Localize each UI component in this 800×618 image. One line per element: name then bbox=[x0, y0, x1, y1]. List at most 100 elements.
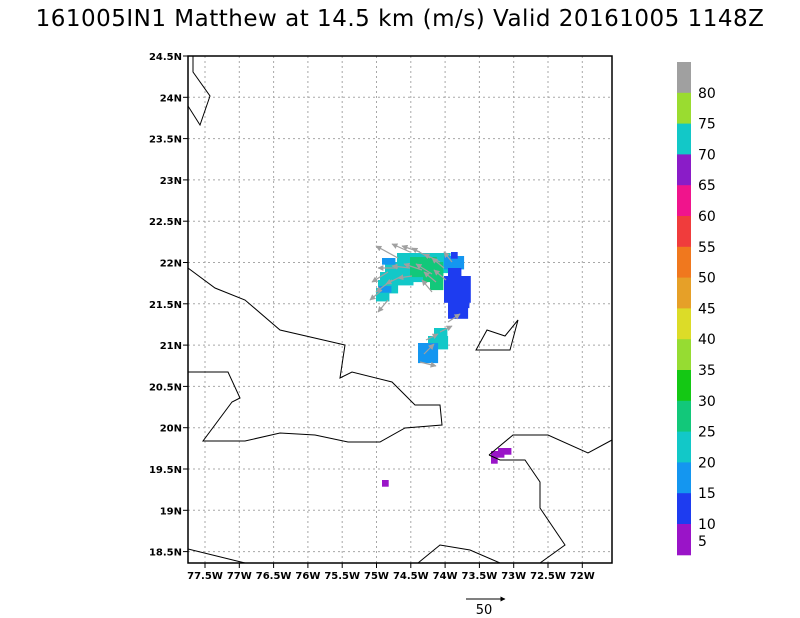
wind-vector bbox=[391, 243, 411, 253]
wind-vector bbox=[371, 271, 389, 283]
colorbar-label: 10 bbox=[698, 517, 716, 533]
coastlines bbox=[188, 56, 612, 563]
map-grid bbox=[188, 56, 612, 563]
page-title: 161005IN1 Matthew at 14.5 km (m/s) Valid… bbox=[35, 6, 765, 32]
coastline-hispaniola-south bbox=[488, 454, 566, 563]
colorbar-swatch bbox=[677, 92, 691, 125]
coastline-cuba bbox=[188, 267, 443, 443]
colorbar-label: 40 bbox=[698, 332, 716, 348]
map-frame bbox=[187, 55, 613, 564]
colorbar-swatch bbox=[677, 524, 691, 556]
lat-tick-label: 21.5N bbox=[149, 300, 182, 311]
lon-tick-label: 75.5W bbox=[324, 571, 360, 582]
colorbar-swatch bbox=[677, 493, 691, 525]
colorbar-swatch bbox=[677, 308, 691, 340]
wind-vector bbox=[423, 343, 435, 355]
wind-speed-field bbox=[376, 252, 512, 487]
lon-tick-label: 77.5W bbox=[187, 571, 223, 582]
wind-vector bbox=[397, 274, 413, 281]
lat-tick-label: 22.5N bbox=[149, 217, 182, 228]
lat-tick-label: 20.5N bbox=[149, 382, 182, 393]
wind-vector bbox=[375, 245, 399, 259]
colorbar-swatch bbox=[677, 185, 691, 217]
lon-tick-label: 76.5W bbox=[256, 571, 292, 582]
wind-vector bbox=[419, 361, 437, 368]
colorbar-label: 80 bbox=[698, 86, 716, 102]
lon-tick-label: 72.5W bbox=[530, 571, 566, 582]
colorbar-swatch bbox=[677, 277, 691, 309]
lon-tick-label: 76W bbox=[295, 571, 320, 582]
wind-cell bbox=[498, 448, 512, 455]
colorbar-label: 70 bbox=[698, 147, 716, 163]
lat-tick-label: 20N bbox=[160, 424, 182, 435]
lat-tick-label: 24N bbox=[160, 93, 182, 104]
wind-vector bbox=[377, 299, 389, 313]
coastline-jamaica-haiti-south bbox=[417, 544, 501, 563]
colorbar-swatch bbox=[677, 62, 691, 94]
wind-cell bbox=[444, 256, 465, 270]
colorbar-swatch bbox=[677, 123, 691, 155]
lat-tick-label: 22N bbox=[160, 259, 182, 270]
wind-vector bbox=[439, 325, 453, 333]
colorbar-label: 60 bbox=[698, 209, 716, 225]
colorbar-swatch bbox=[677, 400, 691, 433]
colorbar-label: 35 bbox=[698, 363, 716, 379]
wind-cell bbox=[451, 252, 458, 259]
coastline-inagua bbox=[475, 319, 519, 351]
colorbar-swatch bbox=[677, 154, 691, 186]
lat-tick-label: 21N bbox=[160, 341, 182, 352]
coastline-hispaniola bbox=[488, 434, 612, 456]
colorbar-label: 5 bbox=[698, 534, 707, 550]
lat-tick-label: 18.5N bbox=[149, 548, 182, 559]
reference-vector: 50 bbox=[466, 596, 506, 618]
colorbar-label: 20 bbox=[698, 455, 716, 471]
lon-tick-label: 73W bbox=[501, 571, 526, 582]
coastline-southwest bbox=[188, 548, 246, 563]
colorbar-swatch bbox=[677, 339, 691, 371]
wind-cell bbox=[491, 451, 505, 458]
lon-tick-label: 74.5W bbox=[393, 571, 429, 582]
lat-tick-label: 23.5N bbox=[149, 135, 182, 146]
wind-vector bbox=[431, 257, 445, 269]
lon-tick-label: 74W bbox=[433, 571, 458, 582]
colorbar-swatch bbox=[677, 216, 691, 248]
colorbar-label: 25 bbox=[698, 425, 716, 441]
colorbar-swatch bbox=[677, 431, 691, 463]
colorbar-label: 75 bbox=[698, 117, 716, 133]
colorbar-swatch bbox=[677, 462, 691, 494]
lat-tick-label: 23N bbox=[160, 176, 182, 187]
colorbar-label: 45 bbox=[698, 301, 716, 317]
wind-vector bbox=[425, 333, 439, 341]
lon-tick-label: 75W bbox=[364, 571, 389, 582]
colorbar-label: 15 bbox=[698, 486, 716, 502]
wind-cell bbox=[382, 258, 396, 265]
lon-tick-label: 77W bbox=[227, 571, 252, 582]
wind-vector bbox=[443, 251, 453, 263]
wind-vector bbox=[447, 313, 461, 323]
wind-cell bbox=[378, 286, 392, 293]
lat-tick-label: 19N bbox=[160, 506, 182, 517]
coastline-northwest-island bbox=[188, 56, 211, 127]
colorbar: 80 75 70 65 60 55 50 45 40 35 30 25 20 15 105 bbox=[677, 62, 716, 556]
lat-tick-label: 24.5N bbox=[149, 52, 182, 63]
lon-tick-label: 72W bbox=[570, 571, 595, 582]
reference-vector-label: 50 bbox=[476, 603, 493, 618]
wind-vector bbox=[423, 271, 437, 283]
wind-vector bbox=[433, 269, 447, 281]
lat-tick-label: 19.5N bbox=[149, 465, 182, 476]
colorbar-label: 50 bbox=[698, 271, 716, 287]
longitude-axis: 77.5W 77W 76.5W 76W 75.5W 75W 74.5W 74W 73.5W 73W… bbox=[187, 563, 595, 582]
colorbar-label: 30 bbox=[698, 394, 716, 410]
wind-cell bbox=[448, 292, 469, 319]
colorbar-swatch bbox=[677, 246, 691, 279]
wind-cell bbox=[418, 343, 439, 364]
colorbar-swatch bbox=[677, 370, 691, 402]
latitude-axis: 24.5N 24N 23.5N 23N 22.5N 22N 21.5N 21N 20.5N 20N… bbox=[149, 52, 188, 559]
wind-vectors bbox=[369, 243, 461, 368]
wind-vector bbox=[369, 289, 383, 301]
lon-tick-label: 73.5W bbox=[462, 571, 498, 582]
wind-cell bbox=[491, 457, 498, 464]
wind-vector bbox=[421, 279, 433, 293]
wind-cell bbox=[382, 480, 389, 487]
